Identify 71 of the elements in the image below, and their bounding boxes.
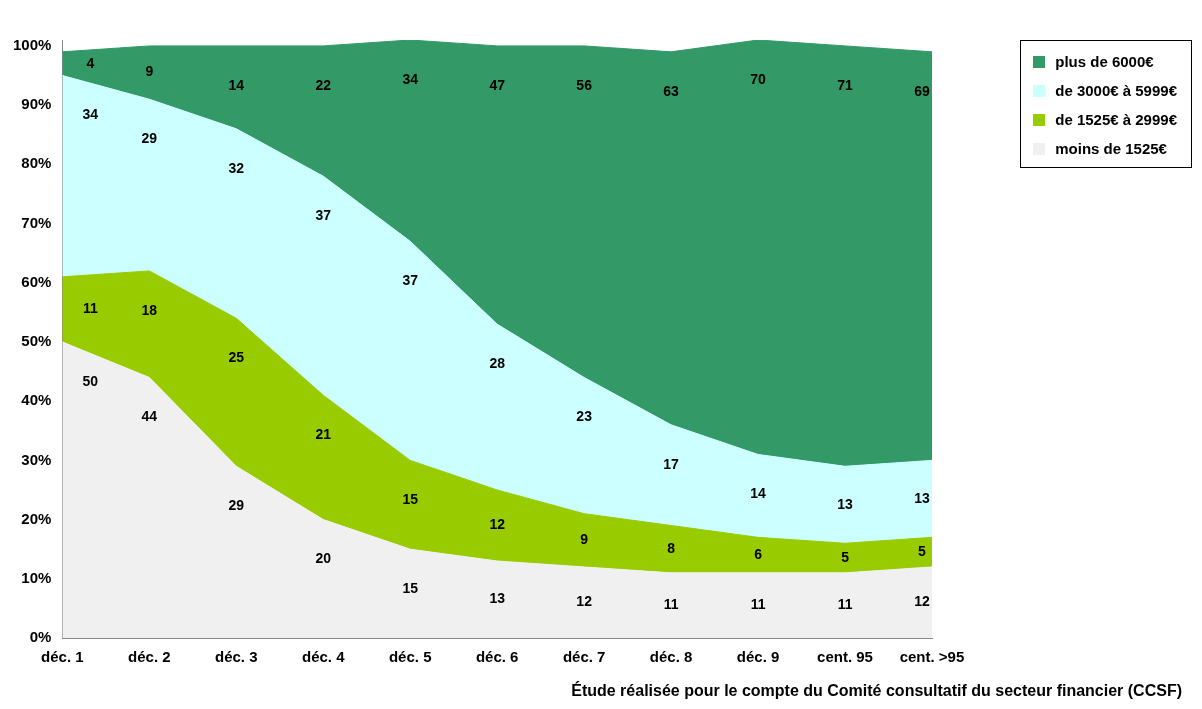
y-tick-label: 30% <box>21 450 52 468</box>
data-label: 50 <box>82 372 99 389</box>
x-tick-label: déc. 4 <box>301 648 346 666</box>
data-label: 47 <box>489 76 506 93</box>
data-label: 12 <box>489 516 506 533</box>
data-label: 18 <box>141 301 158 318</box>
y-tick-label: 40% <box>21 391 52 409</box>
x-tick-label: déc. 5 <box>388 648 432 666</box>
data-label: 15 <box>402 491 419 508</box>
data-label: 9 <box>580 531 589 548</box>
data-label: 56 <box>576 76 593 93</box>
data-label: 5 <box>841 548 850 565</box>
data-label: 69 <box>914 82 930 99</box>
data-label: 15 <box>402 580 419 597</box>
data-label: 70 <box>750 70 767 87</box>
x-tick-label: déc. 6 <box>475 648 519 666</box>
data-label: 13 <box>489 590 506 607</box>
data-label: 11 <box>663 596 679 613</box>
y-tick-label: 100% <box>12 36 52 54</box>
x-tick-label: déc. 7 <box>562 648 606 666</box>
data-label: 37 <box>402 272 419 289</box>
text: Étude réalisée pour le compte du Comité consultatif du secteur financier (CCSF) <box>571 682 1182 700</box>
data-label: 13 <box>914 489 930 506</box>
data-label: 11 <box>837 596 853 613</box>
legend-label: moins de 1525€ <box>1055 140 1167 157</box>
x-tick-label: cent. 95 <box>817 648 873 666</box>
data-label: 14 <box>750 485 767 502</box>
y-tick-label: 10% <box>21 568 52 586</box>
y-tick-label: 70% <box>21 213 52 231</box>
data-label: 17 <box>663 455 680 472</box>
y-tick-label: 20% <box>21 509 52 527</box>
data-label: 71 <box>837 76 854 93</box>
legend-label: de 1525€ à 2999€ <box>1055 111 1177 128</box>
data-label: 11 <box>750 596 766 613</box>
data-label: 34 <box>82 106 99 123</box>
x-tick-label: déc. 1 <box>41 648 84 666</box>
data-label: 29 <box>228 497 245 514</box>
data-label: 13 <box>837 495 854 512</box>
data-label: 14 <box>228 76 245 93</box>
x-tick-label: déc. 9 <box>736 648 780 666</box>
x-tick-label: déc. 8 <box>649 648 693 666</box>
y-tick-label: 80% <box>21 154 52 172</box>
data-label: 32 <box>228 159 245 176</box>
data-label: 29 <box>141 130 158 147</box>
data-label: 22 <box>315 76 332 93</box>
data-label: 25 <box>228 349 245 366</box>
data-label: 28 <box>489 355 506 372</box>
data-label: 44 <box>141 408 158 425</box>
data-label: 23 <box>576 408 593 425</box>
y-tick-label: 0% <box>29 628 52 646</box>
x-tick-label: déc. 3 <box>215 648 258 666</box>
data-label: 9 <box>145 63 154 80</box>
legend-label: plus de 6000€ <box>1055 53 1154 70</box>
data-label: 6 <box>754 545 763 562</box>
data-label: 34 <box>402 70 419 87</box>
data-label: 11 <box>82 300 98 317</box>
data-label: 12 <box>576 593 593 610</box>
y-tick-label: 60% <box>21 272 52 290</box>
data-label: 63 <box>663 82 680 99</box>
data-label: 21 <box>315 426 332 443</box>
data-label: 5 <box>918 543 927 560</box>
x-tick-label: déc. 2 <box>128 648 171 666</box>
y-tick-label: 50% <box>21 332 52 350</box>
data-label: 20 <box>315 550 332 567</box>
legend-label: de 3000€ à 5999€ <box>1055 82 1177 99</box>
data-label: 37 <box>315 207 332 224</box>
data-label: 4 <box>86 54 95 71</box>
data-label: 8 <box>667 540 676 557</box>
y-tick-label: 90% <box>21 95 52 113</box>
x-tick-label: cent. >95 <box>899 648 965 666</box>
data-label: 12 <box>914 593 930 610</box>
